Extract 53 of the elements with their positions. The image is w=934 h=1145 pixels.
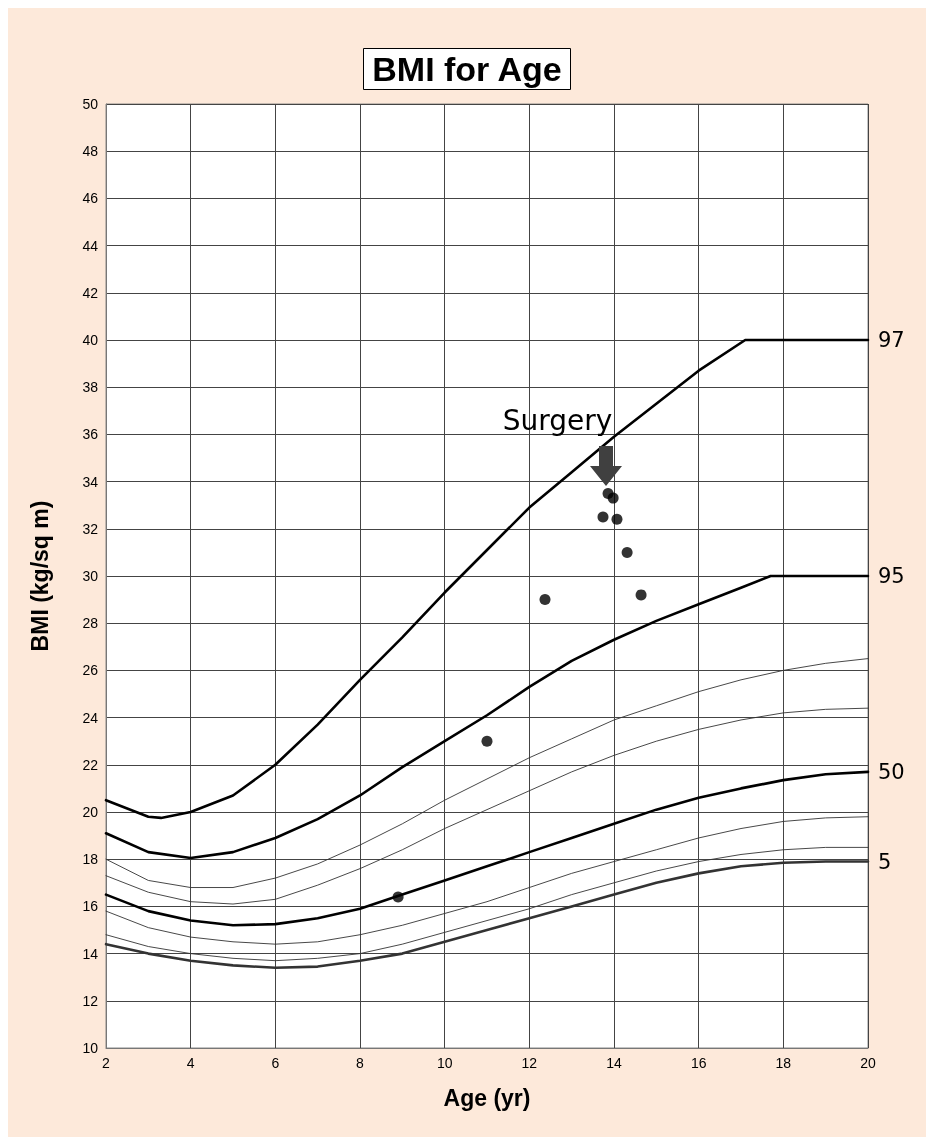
point — [597, 511, 609, 523]
line-series — [104, 574, 870, 860]
y-tick-label: 32 — [82, 520, 99, 537]
series-label: 95 — [878, 564, 905, 588]
y-tick-label: 24 — [82, 709, 99, 726]
line-series — [105, 846, 869, 962]
y-tick-label: 18 — [82, 851, 99, 868]
y-tick-label: 48 — [82, 143, 99, 160]
y-tick-label: 26 — [82, 662, 99, 679]
y-tick-label: 34 — [82, 473, 99, 490]
y-tick-label: 30 — [82, 568, 99, 584]
point — [635, 589, 647, 601]
series-label: 5 — [878, 849, 892, 874]
y-tick-label: 10 — [82, 1040, 99, 1056]
x-tick-label: 4 — [186, 1055, 195, 1071]
y-tick-label: 20 — [82, 804, 99, 820]
y-tick-label: 46 — [82, 190, 99, 207]
y-tick-label: 22 — [82, 756, 99, 773]
point — [611, 513, 623, 525]
x-tick-label: 18 — [775, 1055, 792, 1071]
line-series — [104, 860, 870, 970]
series-label: 97 — [878, 328, 905, 352]
line-series — [105, 658, 869, 888]
x-tick-label: 2 — [102, 1055, 111, 1071]
x-tick-label: 12 — [521, 1055, 538, 1071]
y-axis-title: BMI (kg/sq m) — [26, 500, 53, 652]
chart-title: BMI for Age — [372, 50, 562, 88]
x-tick-label: 10 — [436, 1055, 453, 1071]
line-series — [104, 770, 870, 927]
line-series — [105, 816, 869, 945]
point — [607, 492, 619, 504]
y-tick-label: 44 — [82, 237, 99, 254]
line-series — [104, 338, 870, 820]
point — [481, 735, 493, 747]
y-tick-label: 42 — [82, 284, 99, 301]
y-tick-label: 36 — [82, 426, 99, 443]
line-series — [105, 707, 869, 905]
y-tick-label: 12 — [82, 992, 99, 1009]
point — [539, 594, 551, 606]
y-tick-label: 40 — [82, 332, 99, 348]
x-tick-label: 8 — [356, 1055, 365, 1071]
x-axis-title: Age (yr) — [443, 1084, 531, 1111]
x-tick-label: 20 — [860, 1055, 876, 1071]
y-tick-label: 50 — [82, 96, 99, 112]
series-label: 50 — [878, 759, 905, 784]
y-tick-label: 16 — [82, 898, 99, 915]
y-tick-label: 38 — [82, 379, 99, 396]
point — [621, 546, 633, 558]
y-tick-label: 28 — [82, 615, 99, 632]
x-tick-label: 14 — [606, 1055, 622, 1071]
x-tick-label: 6 — [271, 1055, 280, 1071]
y-tick-label: 14 — [82, 945, 99, 962]
x-tick-label: 16 — [690, 1055, 707, 1071]
